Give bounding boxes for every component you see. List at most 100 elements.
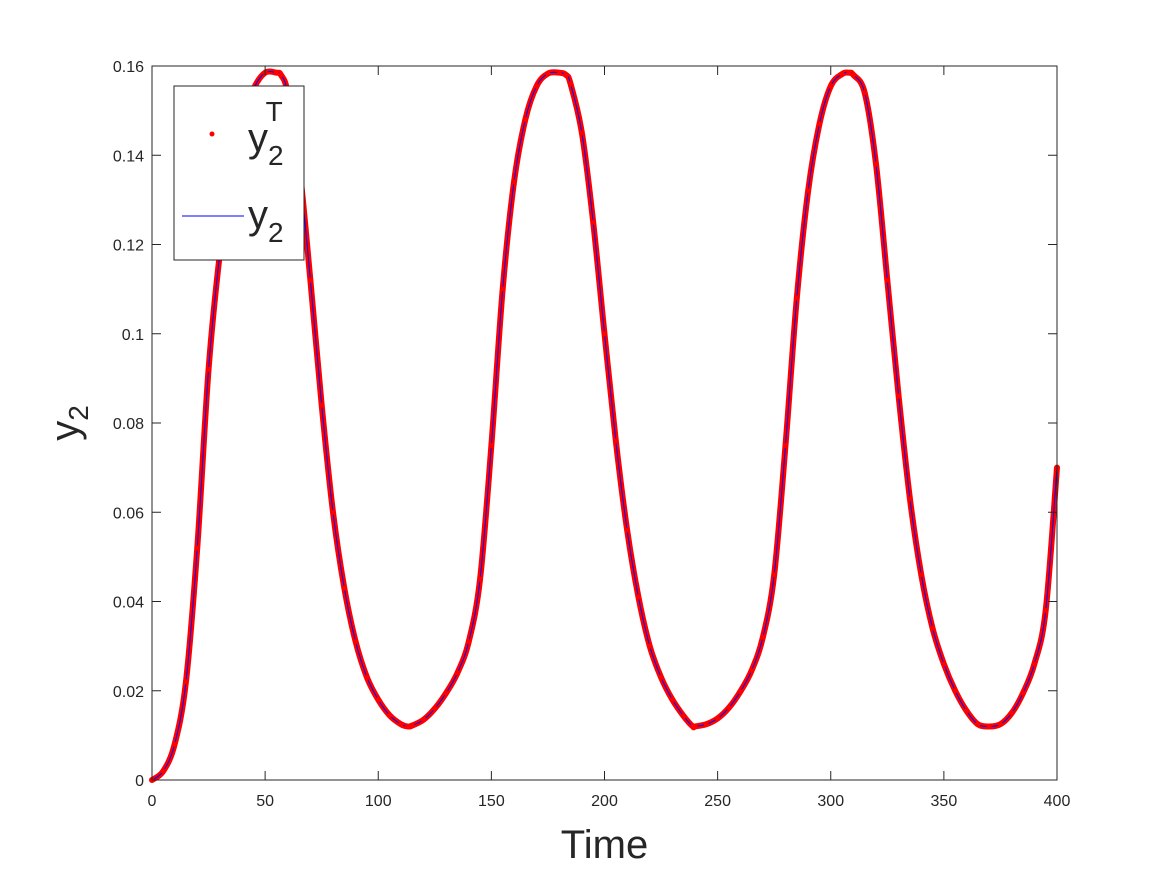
legend-entry-y2-subscript: 2 xyxy=(268,217,284,248)
data-point-y2T xyxy=(443,690,449,696)
data-point-y2T xyxy=(405,723,411,729)
data-point-y2T xyxy=(341,585,347,591)
data-point-y2T xyxy=(907,496,913,502)
data-point-y2T xyxy=(635,594,641,600)
data-point-y2T xyxy=(737,689,743,695)
data-point-y2T xyxy=(964,708,969,714)
data-point-y2T xyxy=(805,188,811,194)
data-point-y2T xyxy=(986,723,992,729)
data-point-y2T xyxy=(726,705,732,711)
y-tick-label: 0.04 xyxy=(113,595,144,612)
data-point-y2T xyxy=(477,576,483,582)
data-point-y2T xyxy=(850,72,856,78)
x-tick-label: 150 xyxy=(478,793,505,810)
data-point-y2T xyxy=(749,668,755,674)
data-point-y2T xyxy=(563,72,569,78)
data-point-y2T xyxy=(432,706,438,712)
data-point-y2T xyxy=(624,527,630,533)
legend-entry-y2T-subscript: 2 xyxy=(268,140,284,171)
data-point-y2T xyxy=(568,81,574,87)
data-point-y2T xyxy=(522,117,528,123)
data-point-y2T xyxy=(319,402,325,408)
data-point-y2T xyxy=(839,71,845,77)
y-tick-label: 0.02 xyxy=(113,684,144,701)
data-point-y2T xyxy=(511,179,517,185)
legend-entry-y2: y2 xyxy=(248,193,284,248)
data-point-y2T xyxy=(862,90,868,96)
data-point-y2T xyxy=(353,639,359,645)
data-point-y2T xyxy=(918,572,924,578)
x-tick-label: 0 xyxy=(148,793,157,810)
legend-marker-y2T xyxy=(209,131,215,137)
y-tick-label: 0 xyxy=(135,773,144,790)
y-axis-title-base: y xyxy=(43,421,87,441)
ticks-layer xyxy=(151,65,1058,781)
data-point-y2T xyxy=(760,634,766,640)
data-point-y2T xyxy=(172,741,178,747)
data-point-y2T xyxy=(1009,710,1015,716)
x-tick-label: 300 xyxy=(817,793,844,810)
data-point-y2T xyxy=(941,661,947,667)
data-point-y2T xyxy=(206,366,212,372)
data-point-y2T xyxy=(545,71,551,77)
y-axis-title: y2 xyxy=(43,405,94,441)
data-point-y2T xyxy=(703,721,709,727)
y-tick-label: 0.06 xyxy=(113,505,144,522)
data-point-y2T xyxy=(160,768,166,774)
data-point-y2T xyxy=(681,713,687,719)
legend-entry-y2-base: y xyxy=(248,193,268,237)
data-point-y2T xyxy=(846,70,852,76)
data-point-y2T xyxy=(579,130,585,136)
data-point-y2T xyxy=(658,674,664,680)
data-point-y2T xyxy=(715,715,721,721)
x-tick-label: 50 xyxy=(256,793,274,810)
data-point-y2T xyxy=(896,393,902,399)
data-point-y2T xyxy=(590,219,596,225)
y-tick-label: 0.16 xyxy=(113,59,144,76)
data-point-y2T xyxy=(1043,607,1049,613)
legend: y2T y2 xyxy=(173,85,305,261)
y-tick-label: 0.1 xyxy=(122,327,144,344)
x-tick-label: 200 xyxy=(591,793,618,810)
data-point-y2T xyxy=(783,442,788,448)
data-point-y2T xyxy=(669,697,675,703)
y-tick-label: 0.14 xyxy=(113,148,144,165)
data-point-y2T xyxy=(409,723,415,729)
x-tick-label: 250 xyxy=(704,793,731,810)
data-point-y2T xyxy=(307,277,313,283)
data-point-y2T xyxy=(771,572,777,578)
legend-box xyxy=(173,85,305,261)
data-point-y2T xyxy=(602,331,607,337)
data-point-y2T xyxy=(647,643,653,649)
data-point-y2T xyxy=(500,286,506,292)
data-point-y2T xyxy=(375,697,381,703)
data-point-y2T xyxy=(952,688,958,694)
data-point-y2T xyxy=(884,277,890,283)
legend-entry-y2T: y2 T xyxy=(248,96,284,171)
data-point-y2T xyxy=(364,674,370,680)
data-point-y2T xyxy=(387,712,393,718)
x-tick-label: 100 xyxy=(365,793,392,810)
data-point-y2T xyxy=(1020,690,1026,696)
data-point-y2T xyxy=(873,161,879,167)
data-point-y2T xyxy=(534,83,540,89)
data-point-y2T xyxy=(183,679,189,685)
x-axis-title: Time xyxy=(561,823,648,867)
data-point-y2T xyxy=(421,717,426,723)
data-point-y2T xyxy=(398,721,404,727)
data-point-y2T xyxy=(330,509,336,515)
data-point-y2T xyxy=(794,295,800,301)
data-point-y2T xyxy=(816,121,822,127)
data-point-y2T xyxy=(997,721,1003,727)
x-tick-label: 400 xyxy=(1044,793,1071,810)
data-point-y2T xyxy=(930,625,936,631)
data-point-y2T xyxy=(194,545,200,551)
legend-entry-y2T-base: y xyxy=(248,116,268,160)
y-tick-label: 0.12 xyxy=(113,238,144,255)
x-tick-label: 350 xyxy=(931,793,958,810)
data-point-y2T xyxy=(466,639,472,645)
data-point-y2T xyxy=(454,670,460,676)
data-point-y2T xyxy=(273,70,279,76)
